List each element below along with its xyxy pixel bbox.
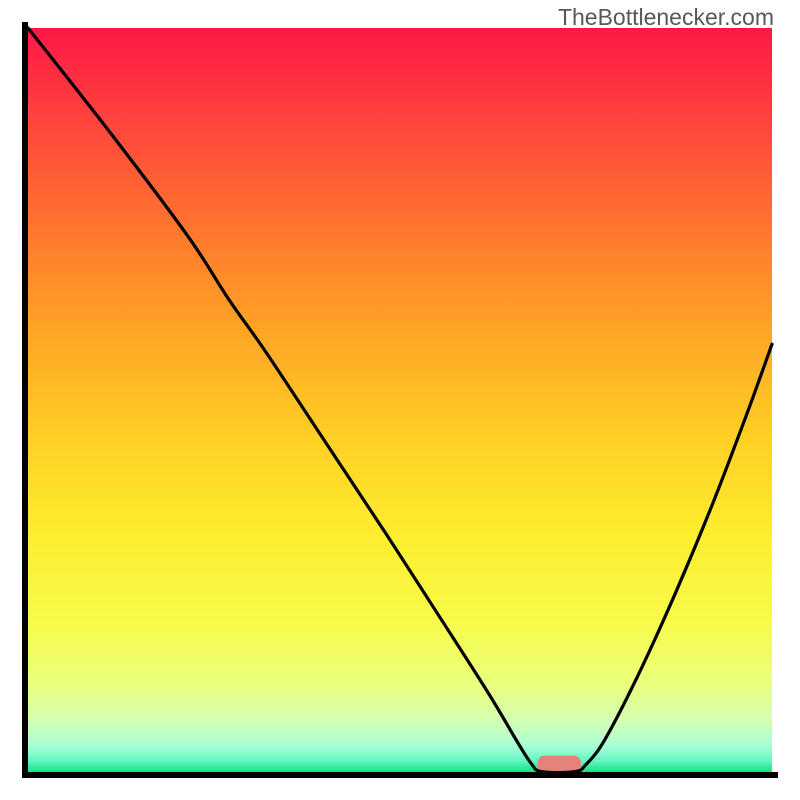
x-axis-border — [22, 772, 778, 778]
watermark-text: TheBottlenecker.com — [558, 4, 774, 31]
curve-svg — [28, 28, 772, 772]
y-axis-border — [22, 22, 28, 778]
plot-area — [28, 28, 772, 772]
bottleneck-curve — [28, 28, 772, 773]
chart-container: TheBottlenecker.com — [0, 0, 800, 800]
